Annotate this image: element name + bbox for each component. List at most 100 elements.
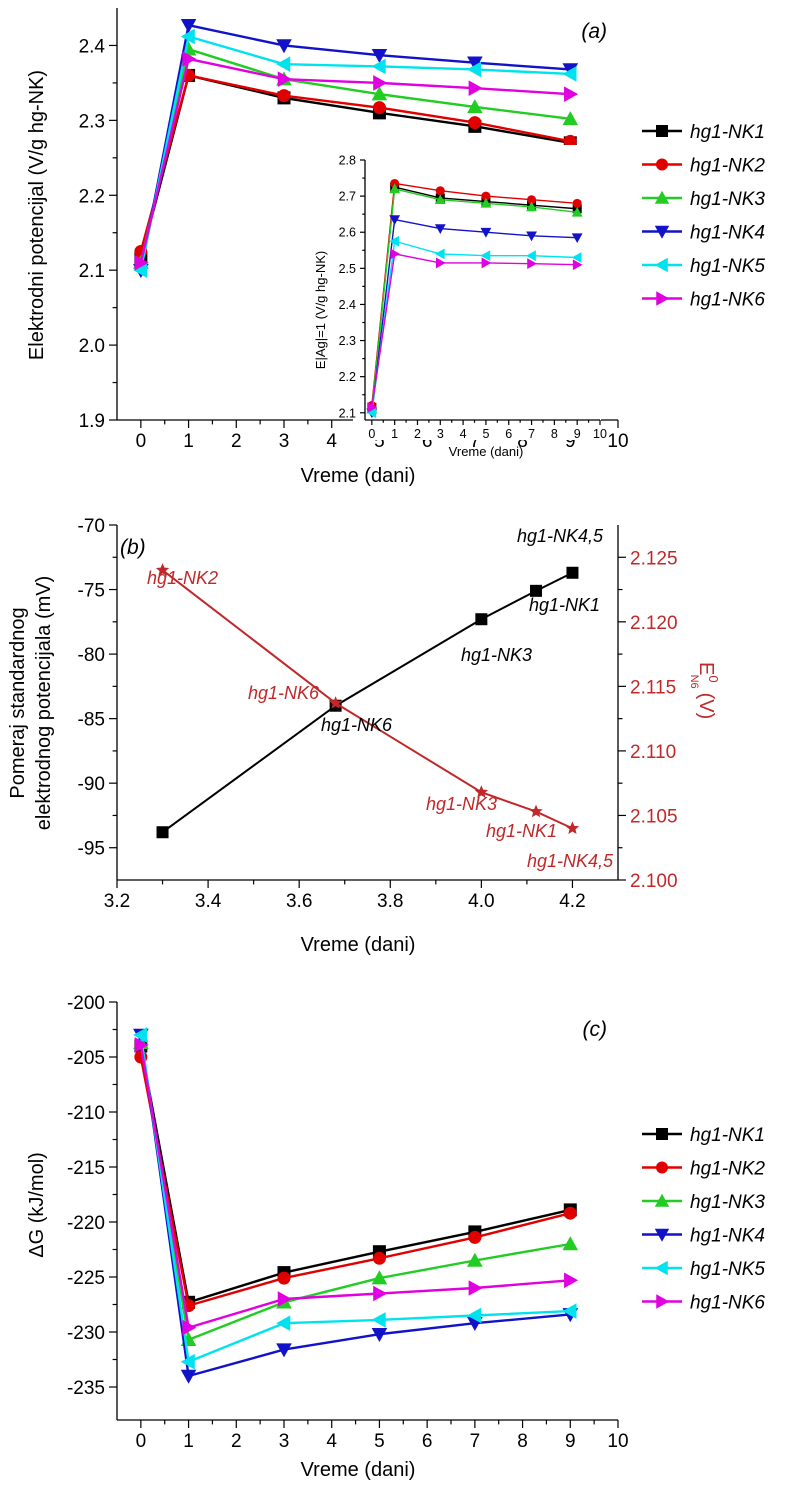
a-series-line: [139, 34, 571, 271]
b-right-data-point: [155, 563, 170, 576]
a-data-point: [468, 116, 482, 130]
a-data-point: [373, 75, 388, 91]
data-annotation: hg1-NK3: [426, 794, 497, 814]
legend-label: hg1-NK5: [690, 1259, 765, 1280]
legend-label: hg1-NK3: [690, 1192, 765, 1213]
inset-data-point: [435, 257, 446, 269]
legend-label: hg1-NK2: [690, 1159, 765, 1180]
data-annotation: hg1-NK4,5: [527, 851, 614, 871]
inset-xtick-label: 6: [505, 427, 512, 441]
c-ytick-label: -225: [67, 1268, 105, 1289]
c-data-point: [182, 1319, 197, 1336]
inset-xtick-label: 2: [414, 427, 421, 441]
data-annotation: hg1-NK6: [248, 683, 320, 703]
data-annotation: hg1-NK3: [461, 645, 532, 665]
inset-data-point: [434, 224, 446, 235]
inset-xlabel: Vreme (dani): [449, 444, 524, 459]
inset-xtick-label: 4: [460, 427, 467, 441]
b-ytick-label: -95: [78, 839, 105, 860]
inset-data-point: [480, 250, 491, 262]
inset-axes: 0 1 2 3 4 5 6 7 8 9 10 2.1 2.2 2.3 2.4 2.5 2.6 2.7 2.8: [339, 154, 607, 442]
c-xtick-label: 10: [607, 1431, 628, 1452]
inset-data-point: [389, 215, 401, 225]
b-xtick-label: 3.4: [195, 891, 222, 912]
a-data-point: [371, 48, 388, 63]
legend-swatch-marker: [654, 225, 670, 239]
c-data-point: [467, 1252, 483, 1267]
b-left-series-s0: [156, 566, 579, 839]
legend-label: hg1-NK4: [690, 1226, 765, 1247]
inset-ytick-label: 2.3: [339, 334, 356, 348]
legend-swatch-marker: [656, 125, 668, 137]
b-left-data-point: [530, 584, 543, 597]
c-series-hg1-NK6: [134, 1037, 579, 1336]
a-data-point: [371, 86, 388, 101]
inset-data-point: [480, 227, 492, 238]
c-xtick-label: 1: [183, 1431, 194, 1452]
inset-data-point: [527, 258, 537, 270]
a-data-point: [467, 61, 482, 78]
inset-series-line: [371, 240, 578, 413]
a-ytick-label: 2.1: [79, 261, 105, 282]
b-ytick-label: -90: [78, 774, 105, 795]
inset-ytick-label: 2.2: [339, 370, 356, 384]
inset-data-point: [435, 186, 445, 196]
a-xtick-label: 7: [470, 431, 481, 452]
legend-label: hg1-NK5: [690, 256, 765, 277]
right-ylabel-unit: (V): [695, 693, 717, 720]
inset-ytick-label: 2.5: [339, 262, 356, 276]
a-series-hg1-NK5: [133, 28, 577, 278]
legend-label: hg1-NK6: [690, 1293, 765, 1314]
c-series-line: [139, 1056, 571, 1308]
b-right-tick-label: 2.110: [630, 742, 676, 763]
b-xtick-label: 3.2: [104, 891, 130, 912]
a-data-point: [562, 66, 577, 82]
c-ytick-label: -205: [67, 1048, 105, 1069]
a-series-hg1-NK6: [134, 51, 579, 271]
legend-entry: hg1-NK1: [642, 122, 765, 143]
a-ytick-label: 2.3: [79, 111, 105, 132]
data-annotation: hg1-NK2: [147, 568, 218, 588]
c-series-line: [139, 1044, 571, 1330]
a-data-point: [467, 99, 483, 114]
inset-series-line: [371, 188, 578, 410]
b-ytick-label: -80: [78, 645, 105, 666]
legend-swatch-marker: [656, 1294, 670, 1309]
inset-data-point: [526, 250, 536, 262]
c-ytick-label: -220: [67, 1213, 105, 1234]
inset-data-point: [526, 231, 537, 242]
c-data-point: [276, 1315, 291, 1331]
a-data-point: [277, 71, 292, 87]
legend-swatch-marker: [654, 1228, 670, 1242]
inset-data: [366, 178, 583, 419]
inset-ytick-label: 2.6: [339, 226, 356, 240]
b-xtick-label: 3.8: [377, 891, 403, 912]
panel-c-ylabel: ΔG (kJ/mol): [26, 1152, 48, 1258]
data-annotation: hg1-NK4,5: [517, 526, 604, 546]
c-data-point: [180, 1353, 195, 1370]
legend-entry: hg1-NK6: [642, 290, 765, 311]
c-data-point: [371, 1327, 388, 1342]
b-xtick-label: 4.0: [468, 891, 494, 912]
panel-b-ylabel-line2: elektrodnog potencijala (mV): [33, 576, 55, 831]
a-xtick-label: 6: [422, 431, 433, 452]
c-data-point: [277, 1291, 292, 1307]
inset-series-hg1-NK6: [367, 248, 583, 413]
a-data-point: [563, 134, 577, 148]
a-ytick-label: 1.9: [79, 411, 105, 432]
c-data-point: [468, 1280, 483, 1296]
inset-data-point: [389, 183, 401, 194]
c-data-point: [372, 1251, 386, 1265]
inset-data-point: [571, 206, 583, 217]
inset-xtick-label: 9: [574, 427, 581, 441]
a-ytick-label: 2.0: [79, 336, 105, 357]
a-data-point: [468, 80, 483, 96]
c-xtick-label: 5: [374, 1431, 385, 1452]
data-annotation: hg1-NK1: [486, 821, 557, 841]
legend-entry: hg1-NK4: [642, 1226, 765, 1247]
a-data-point: [467, 56, 483, 71]
inset-xtick-label: 5: [482, 427, 489, 441]
legend-entry: hg1-NK1: [642, 1125, 765, 1146]
inset-ytick-label: 2.4: [339, 298, 356, 312]
c-ytick-label: -230: [67, 1323, 105, 1344]
